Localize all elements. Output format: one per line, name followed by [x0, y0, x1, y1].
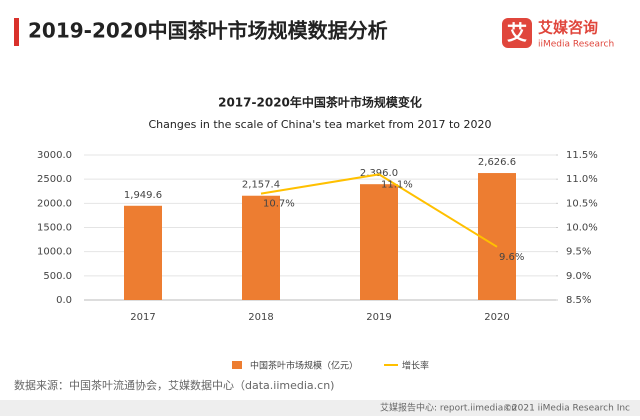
y-tick-label: 0.0: [56, 295, 72, 306]
page-title: 2019-2020中国茶叶市场规模数据分析: [28, 19, 388, 43]
source: 数据来源：中国茶叶流通协会，艾媒数据中心（data.iimedia.cn): [14, 378, 334, 392]
y-tick-label: 3000.0: [37, 150, 72, 161]
logo-sub: iiMedia Research: [538, 40, 614, 50]
title-accent: [14, 18, 19, 46]
chart-subtitle: Changes in the scale of China's tea mark…: [149, 118, 492, 131]
bar: [360, 184, 398, 300]
y-tick-label: 1500.0: [37, 223, 72, 234]
footer-right: ©2021 iiMedia Research Inc: [503, 404, 630, 414]
logo-name: 艾媒咨询: [538, 19, 598, 37]
y-tick-label: 1000.0: [37, 247, 72, 258]
legend-swatch: [232, 361, 242, 369]
line-value-label: 10.7%: [263, 199, 295, 210]
y2-tick-label: 11.5%: [566, 150, 598, 161]
y-tick-label: 2500.0: [37, 174, 72, 185]
footer-band: [0, 400, 640, 416]
x-tick-label: 2017: [130, 312, 155, 323]
logo-icon: [502, 18, 532, 48]
line: [260, 173, 498, 248]
footer-left: 艾媒报告中心: report.iimedia.cn: [380, 402, 517, 414]
y-tick-label: 2000.0: [37, 198, 72, 209]
line-value-label: 11.1%: [381, 179, 413, 190]
y2-tick-label: 11.0%: [566, 174, 598, 185]
bar-value-label: 2,157.4: [242, 180, 280, 191]
y2-tick-label: 8.5%: [566, 295, 591, 306]
bar: [242, 195, 280, 300]
chart-title: 2017-2020年中国茶叶市场规模变化: [218, 95, 422, 110]
bar: [478, 173, 516, 300]
y2-tick-label: 10.0%: [566, 223, 598, 234]
y2-tick-label: 10.5%: [566, 198, 598, 209]
x-tick-label: 2019: [366, 312, 391, 323]
x-tick-label: 2020: [484, 312, 509, 323]
line-value-label: 9.6%: [499, 252, 524, 263]
bar-value-label: 2,626.6: [478, 157, 516, 168]
legend-label: 中国茶叶市场规模（亿元）: [250, 360, 358, 372]
x-tick-label: 2018: [248, 312, 273, 323]
y2-tick-label: 9.0%: [566, 271, 591, 282]
y2-tick-label: 9.5%: [566, 247, 591, 258]
logo-mark: 艾: [507, 21, 527, 45]
legend-label: 增长率: [402, 360, 429, 372]
bar: [124, 205, 162, 300]
y-tick-label: 500.0: [43, 271, 72, 282]
bar-value-label: 1,949.6: [124, 190, 162, 201]
